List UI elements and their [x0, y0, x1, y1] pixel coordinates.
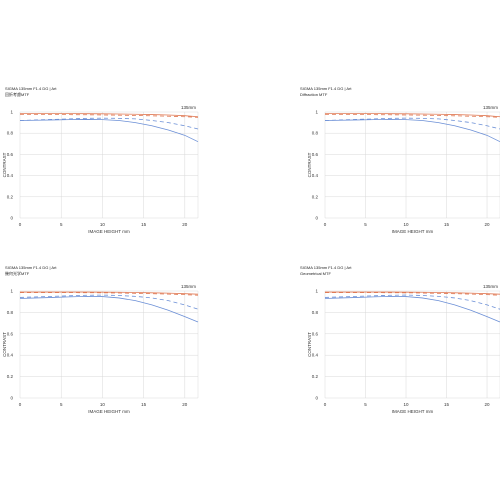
x-tick-label: 5	[364, 402, 367, 407]
x-axis-label: IMAGE HEIGHT mm	[392, 409, 434, 414]
y-axis-label: CONTRAST	[2, 332, 7, 357]
y-tick-label: 1	[315, 289, 318, 294]
focal-length-label: 135mm	[483, 284, 498, 289]
focal-length-label: 135mm	[181, 105, 196, 110]
series-line-sagittal-solid	[20, 113, 199, 118]
y-axis-label: CONTRAST	[2, 152, 7, 177]
series-line-sagittal-solid	[20, 291, 199, 295]
y-tick-label: 0.4	[7, 173, 14, 178]
chart-panel-0: SIGMA 135mm F1.4 DG | Art 回折考慮MTF 0 0.2 0.…	[0, 0, 250, 250]
y-tick-label: 0.6	[312, 331, 319, 336]
chart-title: SIGMA 135mm F1.4 DG | Art	[5, 265, 57, 270]
chart-subtitle: 幾何光学MTF	[5, 271, 30, 276]
series-line-sagittal-dashed	[325, 114, 500, 118]
chart-title: SIGMA 135mm F1.4 DG | Art	[5, 86, 57, 91]
chart-title: SIGMA 135mm F1.4 DG | Art	[300, 265, 352, 270]
y-tick-label: 0.8	[312, 131, 319, 136]
x-tick-label: 20	[182, 402, 188, 407]
y-tick-label: 0.2	[312, 374, 319, 379]
y-tick-label: 0	[10, 396, 13, 401]
chart-panel-3: SIGMA 135mm F1.4 DG | Art Geometrical MT…	[250, 250, 500, 500]
chart-panel-2: SIGMA 135mm F1.4 DG | Art 幾何光学MTF 0 0.2 0.…	[0, 250, 250, 500]
series-line-meridional-dashed	[324, 117, 500, 130]
y-tick-label: 0.8	[7, 131, 14, 136]
x-tick-label: 0	[324, 402, 327, 407]
x-tick-label: 20	[485, 402, 491, 407]
y-axis-label: CONTRAST	[307, 332, 312, 357]
x-tick-label: 15	[141, 222, 147, 227]
x-tick-label: 20	[485, 222, 491, 227]
x-tick-label: 15	[141, 402, 147, 407]
chart-title: SIGMA 135mm F1.4 DG | Art	[300, 86, 352, 91]
y-tick-label: 0.6	[312, 152, 319, 157]
y-tick-label: 0	[315, 216, 318, 221]
y-tick-label: 1	[10, 110, 13, 115]
y-tick-label: 0.2	[7, 194, 14, 199]
x-tick-label: 10	[100, 402, 106, 407]
x-tick-label: 15	[444, 402, 450, 407]
series-line-sagittal-solid	[325, 291, 500, 295]
y-tick-label: 1	[315, 110, 318, 115]
series-line-meridional-dashed	[324, 294, 500, 310]
series-line-meridional-solid	[19, 295, 199, 323]
y-tick-label: 0.2	[7, 374, 14, 379]
series-line-meridional-solid	[324, 295, 500, 323]
chart-panel-1: SIGMA 135mm F1.4 DG | Art Diffraction MT…	[250, 0, 500, 250]
x-tick-label: 15	[444, 222, 450, 227]
y-tick-label: 0	[315, 396, 318, 401]
chart-subtitle: 回折考慮MTF	[5, 92, 30, 97]
y-tick-label: 0.8	[7, 310, 14, 315]
series-line-meridional-dashed	[19, 117, 199, 130]
series-line-sagittal-dashed	[20, 292, 199, 296]
y-tick-label: 0.8	[312, 310, 319, 315]
x-axis-label: IMAGE HEIGHT mm	[88, 229, 130, 234]
series-line-meridional-solid	[324, 119, 500, 143]
y-tick-label: 0.6	[7, 152, 14, 157]
series-line-sagittal-dashed	[325, 292, 500, 296]
y-tick-label: 0.6	[7, 331, 14, 336]
x-tick-label: 5	[364, 222, 367, 227]
y-tick-label: 0.4	[312, 353, 319, 358]
focal-length-label: 135mm	[483, 105, 498, 110]
y-tick-label: 1	[10, 289, 13, 294]
x-tick-label: 20	[182, 222, 188, 227]
series-line-meridional-solid	[19, 119, 199, 143]
focal-length-label: 135mm	[181, 284, 196, 289]
y-tick-label: 0.2	[312, 194, 319, 199]
x-tick-label: 0	[324, 222, 327, 227]
x-tick-label: 10	[404, 222, 410, 227]
series-line-sagittal-solid	[325, 113, 500, 118]
y-tick-label: 0.4	[7, 353, 14, 358]
x-tick-label: 10	[404, 402, 410, 407]
y-tick-label: 0	[10, 216, 13, 221]
chart-subtitle: Diffraction MTF	[300, 92, 328, 97]
y-tick-label: 0.4	[312, 173, 319, 178]
x-axis-label: IMAGE HEIGHT mm	[392, 229, 434, 234]
x-tick-label: 0	[19, 402, 22, 407]
x-tick-label: 5	[60, 222, 63, 227]
series-line-meridional-dashed	[19, 294, 199, 310]
series-line-sagittal-dashed	[20, 114, 199, 118]
x-axis-label: IMAGE HEIGHT mm	[88, 409, 130, 414]
x-tick-label: 5	[60, 402, 63, 407]
y-axis-label: CONTRAST	[307, 152, 312, 177]
x-tick-label: 10	[100, 222, 106, 227]
x-tick-label: 0	[19, 222, 22, 227]
chart-subtitle: Geometrical MTF	[300, 271, 331, 276]
